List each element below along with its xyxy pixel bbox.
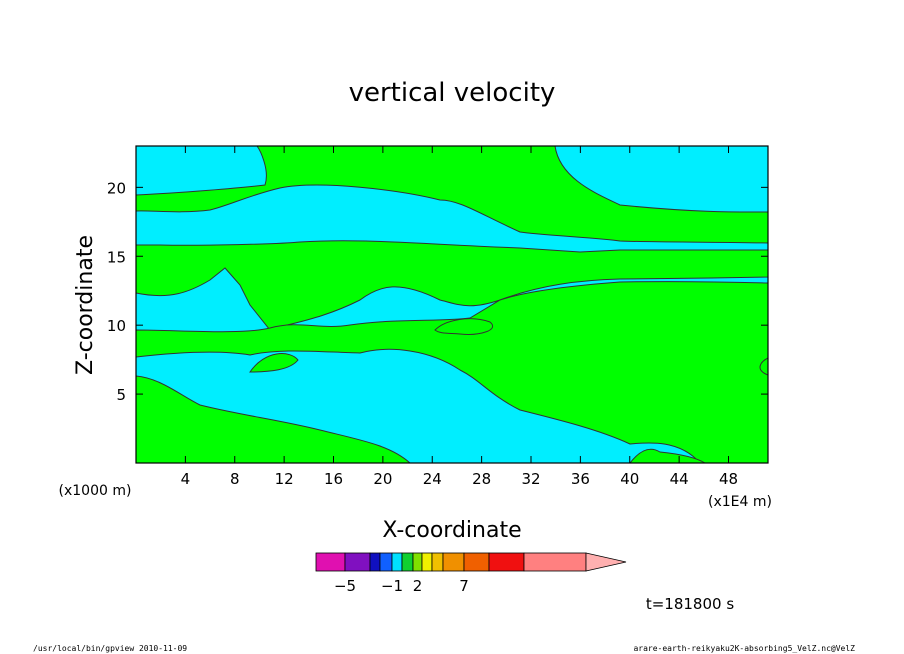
x-unit-right: (x1E4 m)	[708, 494, 772, 510]
x-tick-label: 20	[373, 470, 392, 488]
y-ticks	[136, 186, 768, 395]
time-label: t=181800 s	[646, 595, 734, 613]
x-unit-left: (x1000 m)	[59, 483, 132, 499]
colorbar-label: 7	[459, 577, 469, 595]
contour-region-top-left	[135, 145, 769, 244]
colorbar-bin	[488, 552, 525, 572]
x-tick-label: 28	[472, 470, 491, 488]
colorbar-bin	[463, 552, 490, 572]
y-tick-label: 10	[107, 317, 126, 335]
colorbar-bin	[369, 552, 381, 572]
plot-frame	[135, 145, 769, 464]
x-tick-label: 32	[521, 470, 540, 488]
colorbar-labels: −5 −1 2 7	[334, 577, 469, 595]
colorbar-bin	[344, 552, 371, 572]
colorbar-arrow	[585, 552, 627, 572]
colorbar-bin	[315, 552, 346, 572]
y-tick-label: 15	[107, 248, 126, 266]
chart-title: vertical velocity	[349, 78, 556, 108]
x-ticks	[184, 146, 729, 463]
contour-region-right-lower	[135, 281, 769, 464]
contour-region-bottom-right	[628, 448, 707, 464]
colorbar-label: −1	[381, 577, 403, 595]
colorbar-bin	[412, 552, 423, 572]
x-tick-label: 24	[423, 470, 442, 488]
x-tick-labels: 4 8 12 16 20 24 28 32 36 40 44 48	[181, 470, 738, 488]
colorbar-bin	[421, 552, 433, 572]
x-tick-label: 36	[571, 470, 590, 488]
colorbar-bin	[391, 552, 403, 572]
colorbar-bin	[523, 552, 587, 572]
x-tick-label: 12	[275, 470, 294, 488]
footer-right: arare-earth-reikyaku2K-absorbing5_VelZ.n…	[633, 644, 855, 653]
y-tick-labels: 5 10 15 20	[107, 179, 126, 404]
x-tick-label: 48	[719, 470, 738, 488]
colorbar	[315, 552, 627, 572]
y-axis-label: Z-coordinate	[73, 235, 98, 375]
x-tick-label: 44	[670, 470, 689, 488]
colorbar-bin	[431, 552, 444, 572]
colorbar-bin	[442, 552, 465, 572]
x-axis-label: X-coordinate	[382, 518, 521, 543]
y-tick-label: 20	[107, 179, 126, 197]
contour-region-small-left	[249, 353, 299, 373]
x-tick-label: 16	[324, 470, 343, 488]
plot-area	[135, 145, 769, 464]
contour-regions	[135, 145, 769, 464]
colorbar-bin	[401, 552, 414, 572]
colorbar-label: −5	[334, 577, 356, 595]
colorbar-bin	[379, 552, 393, 572]
contour-region-bottom	[135, 375, 412, 464]
footer-left: /usr/local/bin/gpview 2010-11-09	[33, 644, 187, 653]
contour-region-small-mid	[434, 318, 493, 335]
colorbar-label: 2	[413, 577, 423, 595]
x-tick-label: 8	[230, 470, 240, 488]
y-tick-label: 5	[116, 386, 126, 404]
x-tick-label: 40	[620, 470, 639, 488]
x-tick-label: 4	[181, 470, 191, 488]
